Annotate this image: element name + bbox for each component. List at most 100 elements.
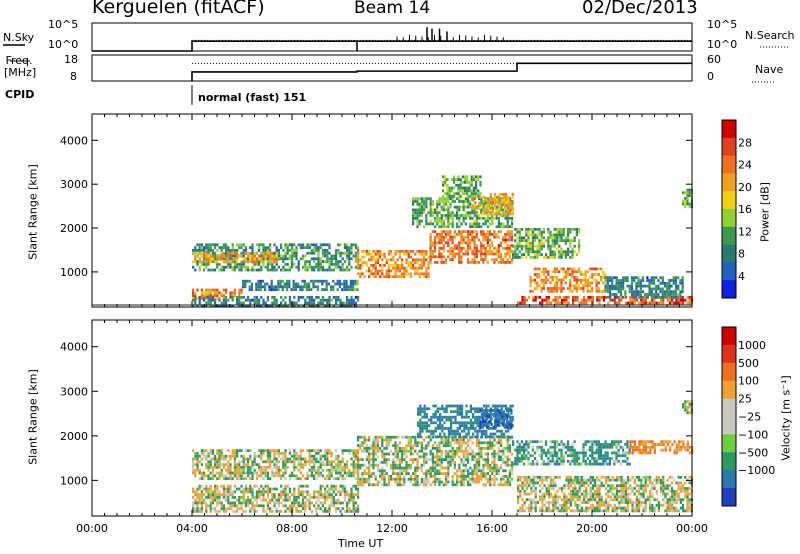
power-cell-13	[633, 279, 636, 282]
power-cell-9	[446, 192, 449, 195]
power-cell-6	[458, 258, 461, 261]
velocity-cell-2	[467, 461, 470, 464]
power-cell-12	[555, 275, 559, 279]
power-cell-13	[626, 276, 629, 280]
velocity-cell-1	[339, 501, 342, 505]
velocity-cell-2	[506, 458, 509, 461]
velocity-cell-2	[434, 475, 437, 478]
power-cell-4	[238, 298, 241, 302]
velocity-cell-2	[409, 477, 412, 481]
velocity-cell-0	[282, 452, 285, 455]
velocity-cell-0	[218, 452, 221, 455]
power-cell-6	[497, 230, 500, 233]
velocity-cell-1	[271, 510, 274, 513]
power-cell-6	[451, 235, 454, 239]
power-cell-13	[679, 293, 682, 296]
power-cell-11	[671, 298, 674, 302]
velocity-cell-1	[299, 484, 302, 488]
power-cell-13	[637, 284, 640, 288]
velocity-cell-2	[493, 469, 496, 473]
velocity-cell-2	[365, 455, 368, 459]
power-cell-6	[508, 261, 511, 264]
velocity-cell-2	[361, 472, 364, 475]
power-cell-3	[286, 279, 289, 283]
power-cell-5	[381, 264, 384, 267]
power-cell-7	[414, 200, 417, 203]
velocity-cell-2	[475, 452, 478, 456]
power-cell-12	[580, 273, 583, 276]
velocity-cell-2	[478, 469, 481, 473]
power-cell-0	[348, 260, 351, 263]
velocity-cell-2	[383, 455, 386, 459]
velocity-cell-2	[407, 441, 410, 445]
power-cell-4	[240, 296, 243, 299]
power-cell-13	[659, 281, 662, 285]
velocity-cell-1	[286, 507, 289, 510]
power-cell-10	[549, 236, 552, 240]
power-cell-4	[209, 298, 212, 302]
power-cell-0	[352, 243, 355, 247]
power-cell-12	[542, 267, 545, 271]
velocity-cell-3	[419, 427, 422, 430]
power-cell-7	[412, 214, 415, 217]
power-cell-10	[545, 253, 548, 256]
power-cell-4	[282, 298, 285, 302]
power-cell-10	[529, 247, 532, 251]
power-cell-10	[516, 230, 519, 234]
power-cell-12	[602, 270, 605, 274]
velocity-cell-2	[412, 447, 415, 450]
velocity-cell-3	[436, 415, 439, 419]
velocity-cell-2	[403, 475, 406, 478]
velocity-cell-1	[295, 507, 298, 510]
power-cell-0	[286, 257, 289, 261]
power-cell-13	[679, 290, 682, 294]
velocity-cell-0	[328, 463, 331, 466]
power-cell-9	[444, 178, 447, 181]
velocity-cell-0	[218, 457, 221, 461]
velocity-cell-3	[443, 415, 446, 419]
velocity-cell-0	[291, 471, 294, 475]
power-cell-7	[425, 214, 428, 217]
power-cell-8	[478, 204, 481, 207]
power-cell-0	[207, 263, 210, 266]
power-cell-7	[508, 216, 511, 220]
power-cell-11	[572, 296, 575, 299]
velocity-cell-0	[264, 449, 267, 452]
power-cell-0	[275, 257, 278, 261]
power-cell-6	[471, 235, 474, 239]
velocity-cell-0	[315, 460, 318, 464]
power-cell-11	[609, 298, 612, 302]
power-cell-5	[409, 261, 412, 264]
velocity-cell-1	[209, 504, 212, 508]
power-cell-0	[315, 243, 318, 247]
power-cell-11	[547, 296, 550, 299]
velocity-cell-0	[350, 474, 353, 478]
power-cell-13	[617, 281, 620, 285]
velocity-cell-1	[315, 501, 318, 505]
power-cell-8	[500, 193, 503, 196]
power-cell-4	[209, 304, 212, 308]
power-cell-6	[499, 255, 503, 259]
power-cell-12	[586, 281, 589, 285]
velocity-cell-0	[260, 468, 263, 472]
power-cell-7	[436, 214, 439, 217]
power-cell-9	[444, 183, 447, 187]
velocity-cell-2	[370, 483, 373, 487]
power-cell-0	[282, 260, 285, 263]
velocity-cell-1	[247, 501, 250, 505]
power-cell-11	[517, 301, 520, 305]
velocity-cell-2	[462, 469, 465, 473]
power-cell-8	[474, 195, 477, 199]
power-cell-10	[560, 250, 563, 254]
velocity-cell-3	[465, 410, 468, 413]
power-cell-0	[200, 263, 203, 266]
power-cell-10	[536, 236, 539, 240]
power-cell-10	[564, 253, 567, 256]
velocity-cell-2	[480, 475, 483, 478]
velocity-cell-1	[242, 510, 245, 513]
power-cell-5	[425, 252, 428, 256]
power-cell-7	[478, 197, 481, 201]
velocity-cell-0	[216, 463, 219, 466]
power-cell-5	[363, 275, 366, 278]
velocity-cell-2	[453, 472, 456, 475]
